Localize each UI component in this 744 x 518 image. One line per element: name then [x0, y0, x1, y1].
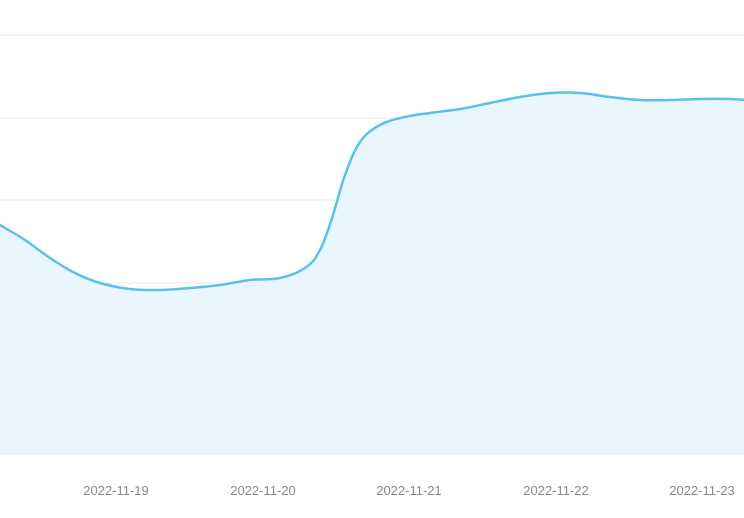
- chart-svg: [0, 0, 744, 518]
- x-tick-label: 2022-11-23: [669, 483, 735, 498]
- x-tick-label: 2022-11-19: [83, 483, 149, 498]
- x-tick-label: 2022-11-21: [376, 483, 442, 498]
- x-tick-label: 2022-11-20: [230, 483, 296, 498]
- line-area-chart: 2022-11-19 2022-11-20 2022-11-21 2022-11-22…: [0, 0, 744, 518]
- x-tick-label: 2022-11-22: [523, 483, 589, 498]
